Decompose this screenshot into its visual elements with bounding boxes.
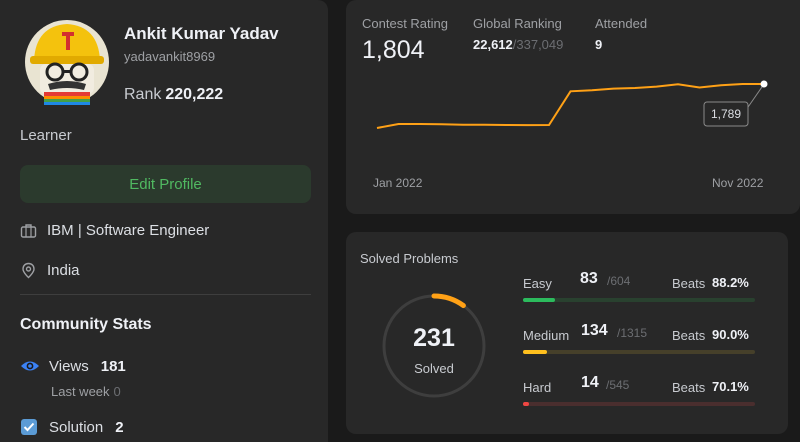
x-axis-end-label: Nov 2022 [712, 176, 764, 190]
solution-label: Solution [49, 418, 104, 436]
solved-ring-arc [381, 293, 487, 399]
rating-line [376, 83, 764, 129]
hard-row: Hard 14 /545 Beats 70.1% [523, 372, 755, 406]
briefcase-icon [20, 224, 37, 238]
hard-progress-fill [523, 402, 530, 406]
eye-icon [21, 361, 39, 371]
divider [20, 294, 311, 295]
easy-count: 83 [580, 270, 598, 287]
contest-rating-value: 1,804 [362, 36, 425, 64]
easy-label: Easy [523, 276, 552, 291]
medium-label: Medium [523, 328, 570, 343]
x-axis-start-label: Jan 2022 [373, 176, 423, 190]
rating-chart[interactable]: 1,789 [346, 70, 800, 170]
contest-rating-label: Contest Rating [362, 16, 448, 31]
easy-beats-value: 88.2% [712, 275, 749, 290]
global-rank-total: /337,049 [512, 37, 564, 52]
solved-problems-card: Solved Problems 231 Solved Easy 83 /604 … [346, 232, 788, 434]
avatar[interactable] [24, 16, 110, 106]
easy-row: Easy 83 /604 Beats 88.2% [523, 268, 755, 302]
location-text: India [47, 262, 80, 279]
solved-label: Solved [414, 361, 454, 376]
hard-beats-label: Beats [672, 380, 706, 395]
global-ranking-label: Global Ranking [473, 16, 562, 31]
hard-beats-value: 70.1% [712, 379, 749, 394]
global-rank: 22,612 [473, 37, 513, 52]
solution-value: 2 [115, 418, 124, 436]
solution-row: Solution 2 [20, 418, 124, 436]
medium-total: /1315 [617, 326, 648, 340]
solved-progress-ring [381, 293, 487, 399]
medium-progress-fill [523, 350, 547, 354]
location-pin-icon [22, 262, 35, 279]
profile-name: Ankit Kumar Yadav [124, 24, 279, 43]
rating-tooltip-text: 1,789 [711, 107, 741, 121]
rating-point-latest[interactable] [760, 80, 768, 88]
views-label: Views [49, 357, 89, 375]
easy-beats-label: Beats [672, 276, 706, 291]
medium-progress-track [523, 350, 755, 354]
easy-progress-track [523, 298, 755, 302]
views-row: Views 181 [20, 357, 126, 375]
work-text: IBM | Software Engineer [47, 222, 210, 239]
location-row: India [20, 262, 80, 279]
community-stats-title: Community Stats [20, 316, 152, 333]
tooltip-guide [745, 83, 765, 111]
medium-count: 134 [581, 322, 608, 339]
medium-row: Medium 134 /1315 Beats 90.0% [523, 320, 755, 354]
checkbox-icon [21, 419, 37, 435]
last-week-label: Last week [51, 384, 110, 399]
hard-total: /545 [606, 378, 630, 392]
edit-profile-button[interactable]: Edit Profile [20, 165, 311, 203]
profile-badge: Learner [20, 127, 72, 144]
global-ranking-value: 22,612/337,049 [473, 37, 563, 52]
last-week-value: 0 [113, 384, 121, 399]
profile-card: Ankit Kumar Yadav yadavankit8969 Rank 220… [0, 0, 328, 442]
attended-label: Attended [595, 16, 648, 31]
medium-beats-value: 90.0% [712, 327, 749, 342]
hard-label: Hard [523, 380, 552, 395]
solved-total: 231 [413, 324, 455, 352]
rank-label: Rank [124, 86, 162, 103]
solved-problems-title: Solved Problems [360, 251, 459, 266]
hard-progress-track [523, 402, 755, 406]
easy-progress-fill [523, 298, 555, 302]
easy-total: /604 [607, 274, 631, 288]
rank-value: 220,222 [165, 86, 224, 103]
last-week-row: Last week 0 [51, 384, 121, 399]
rating-tooltip [703, 101, 749, 127]
medium-beats-label: Beats [672, 328, 706, 343]
rank: Rank 220,222 [124, 86, 223, 104]
work-row: IBM | Software Engineer [20, 222, 209, 239]
profile-username: yadavankit8969 [124, 49, 216, 64]
attended-value: 9 [595, 37, 603, 52]
contest-rating-card: Contest Rating 1,804 Global Ranking 22,6… [346, 0, 800, 214]
hard-count: 14 [581, 374, 599, 391]
views-value: 181 [100, 357, 126, 375]
